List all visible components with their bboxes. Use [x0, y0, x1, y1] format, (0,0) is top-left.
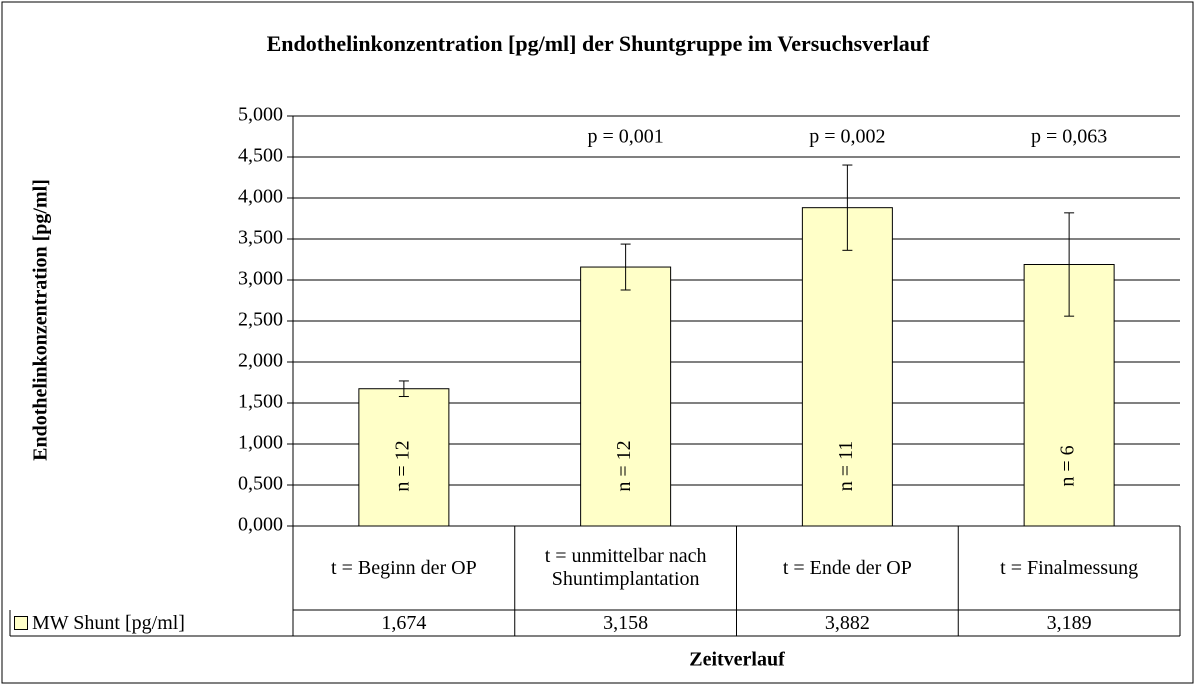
p-label: p = 0,001	[587, 126, 663, 148]
table-value: 1,674	[381, 611, 427, 634]
x-axis-title: Zeitverlauf	[689, 649, 785, 671]
n-label: n = 12	[391, 440, 413, 491]
p-label: p = 0,002	[809, 126, 885, 148]
p-label: p = 0,063	[1031, 126, 1107, 148]
legend-swatch	[14, 616, 28, 630]
y-tick-label: 5,000	[238, 104, 283, 126]
n-label: n = 6	[1057, 445, 1079, 486]
chart-title: Endothelinkonzentration [pg/ml] der Shun…	[267, 31, 930, 56]
bar	[801, 207, 893, 527]
y-tick-label: 0,500	[238, 473, 283, 495]
legend-label: MW Shunt [pg/ml]	[32, 611, 185, 634]
n-label: n = 11	[835, 441, 857, 492]
bar	[358, 388, 450, 527]
y-tick-label: 1,000	[238, 432, 283, 454]
n-label: n = 12	[613, 440, 635, 491]
y-tick-label: 1,500	[238, 391, 283, 413]
table-value: 3,189	[1046, 611, 1092, 634]
x-tick-label: t = Beginn der OP	[331, 556, 477, 579]
y-tick-label: 3,000	[238, 268, 283, 290]
y-tick-label: 4,000	[238, 186, 283, 208]
y-tick-label: 2,000	[238, 350, 283, 372]
x-tick-label: t = Finalmessung	[1000, 556, 1139, 579]
legend-entry: MW Shunt [pg/ml]	[10, 610, 293, 636]
y-tick-label: 3,500	[238, 227, 283, 249]
table-value: 3,882	[824, 611, 870, 634]
y-tick-label: 2,500	[238, 309, 283, 331]
y-tick-label: 4,500	[238, 145, 283, 167]
y-axis-title: Endothelinkonzentration [pg/ml]	[30, 179, 52, 461]
bar	[580, 266, 672, 527]
x-tick-label: t = Ende der OP	[782, 556, 912, 579]
table-value: 3,158	[603, 611, 649, 634]
x-tick-label: t = unmittelbar nach Shuntimplantation	[544, 545, 707, 590]
y-tick-label: 0,000	[238, 514, 283, 536]
